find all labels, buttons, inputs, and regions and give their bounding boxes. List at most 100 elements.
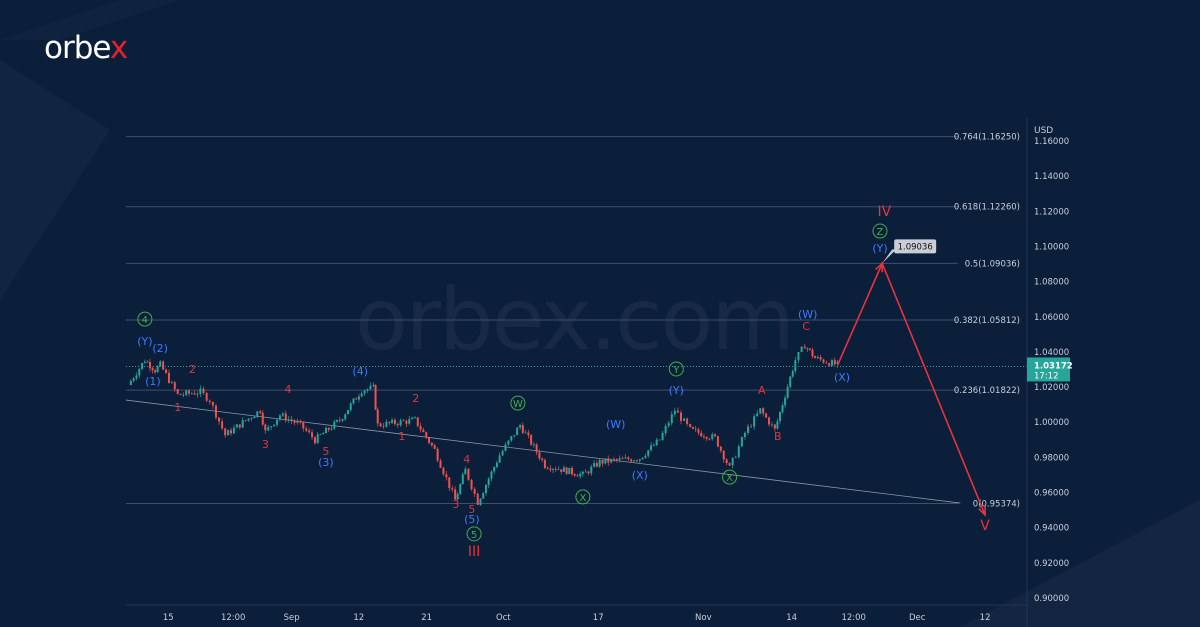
candle: [756, 413, 759, 417]
wave-label: (2): [152, 342, 168, 355]
fib-label: 0.764(1.16250): [954, 133, 1020, 143]
candle: [391, 419, 394, 423]
candle: [510, 436, 513, 441]
candle: [445, 474, 448, 478]
candle: [770, 424, 773, 426]
candle: [182, 394, 185, 396]
candle: [618, 458, 621, 460]
candle: [143, 361, 146, 364]
candle: [290, 419, 293, 422]
candle: [241, 420, 244, 428]
orbex-logo: orbex: [44, 30, 128, 66]
candle: [552, 468, 555, 470]
candle: [464, 468, 467, 475]
wave-label: (X): [632, 469, 648, 482]
candle: [408, 419, 411, 424]
candle: [302, 421, 305, 429]
wave-label: B: [774, 430, 782, 443]
candle: [247, 418, 250, 421]
candle: [762, 408, 765, 414]
wave-label: 4: [142, 315, 148, 326]
candle: [451, 488, 454, 490]
wave-label: V: [980, 518, 990, 534]
candle: [635, 460, 638, 462]
candle: [436, 448, 439, 461]
wave-label-circle: [466, 526, 482, 542]
candle: [138, 368, 141, 376]
y-tick-label: 1.02000: [1034, 383, 1069, 393]
candle: [264, 424, 267, 431]
wave-label: 5: [468, 503, 475, 516]
wave-label: 4: [284, 383, 291, 396]
candle: [428, 437, 431, 443]
fib-label: 0.5(1.09036): [965, 259, 1020, 269]
candle: [593, 463, 596, 467]
candle: [372, 384, 375, 386]
fib-label: 0.618(1.12260): [954, 203, 1020, 213]
candle: [382, 426, 385, 428]
y-tick-label: 1.08000: [1034, 278, 1069, 288]
candle: [170, 382, 173, 384]
candle: [658, 439, 661, 441]
candle: [405, 420, 408, 424]
candle: [828, 363, 831, 366]
wave-label: C: [802, 320, 810, 333]
candle: [806, 348, 809, 350]
candle: [308, 430, 311, 433]
candle: [773, 424, 776, 429]
candle: [716, 436, 719, 447]
candle: [470, 479, 473, 490]
candle: [689, 423, 692, 427]
candle: [148, 362, 151, 369]
candle: [587, 471, 590, 474]
candle: [498, 455, 501, 463]
candle: [344, 414, 347, 420]
candle: [633, 460, 636, 462]
candle: [422, 429, 425, 433]
candle: [482, 492, 485, 499]
candle: [571, 467, 574, 475]
candle: [442, 467, 445, 475]
wave-label: (4): [352, 365, 368, 378]
candle: [776, 421, 779, 429]
candle: [513, 435, 516, 437]
candle: [650, 445, 653, 451]
candle: [493, 467, 496, 472]
wave-label-circle: [510, 395, 526, 411]
candle: [388, 421, 391, 423]
candle: [253, 416, 256, 419]
candle: [833, 360, 836, 365]
candle: [786, 386, 789, 398]
candle: [425, 432, 428, 438]
candle: [399, 420, 402, 426]
candle: [341, 419, 344, 421]
candle: [803, 346, 806, 349]
y-tick-label: 1.06000: [1034, 313, 1069, 323]
candle: [135, 375, 138, 379]
candle: [691, 426, 694, 429]
candle: [202, 388, 205, 393]
candle: [487, 478, 490, 486]
candle: [579, 473, 582, 477]
candle: [501, 450, 504, 456]
candle: [190, 393, 193, 395]
candle: [784, 397, 787, 406]
candle: [159, 361, 162, 367]
candle: [562, 467, 565, 472]
candle: [224, 428, 227, 436]
candle: [324, 427, 327, 434]
candle: [448, 477, 451, 489]
candle: [185, 390, 188, 395]
candle: [728, 463, 731, 466]
candle: [521, 425, 524, 433]
candle: [661, 433, 664, 441]
candle: [791, 371, 794, 377]
candle: [419, 426, 422, 430]
wave-label-circle: [872, 223, 888, 239]
candle: [439, 460, 442, 468]
candle: [396, 423, 399, 426]
candle: [557, 469, 560, 471]
candle: [484, 485, 487, 493]
candle: [595, 463, 598, 467]
